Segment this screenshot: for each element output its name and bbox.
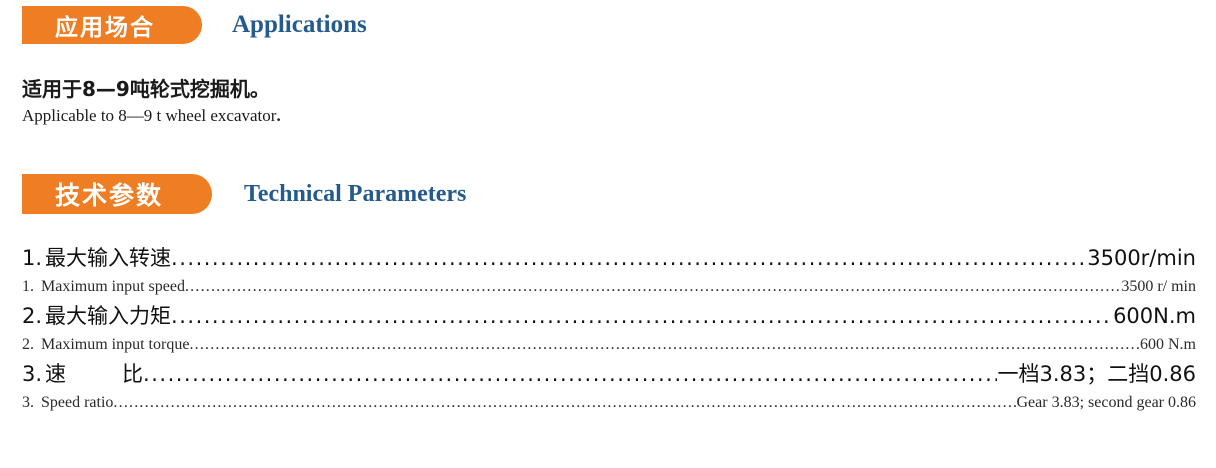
parameter-value-cn: 一档3.83；二挡0.86 [997,362,1196,386]
parameter-number-en: 2. [22,336,34,353]
applications-text-en: Applicable to 8—9 t wheel excavator. [22,104,281,128]
parameter-label-cn: 3. 速 比 [22,359,143,389]
parameter-value-en: 3500 r/ min [1121,278,1196,295]
dot-leader [185,273,1121,301]
parameter-name-en: Maximum input torque [41,336,190,353]
parameter-name-cn-part2: 比 [122,362,144,386]
applications-body: 适用于8—9吨轮式挖掘机。 Applicable to 8—9 t wheel … [22,76,281,128]
parameter-value-cn: 600N.m [1113,304,1196,328]
applications-text-en-period: . [276,106,281,125]
parameter-label-cn: 1. 最大输入转速 [22,243,171,273]
parameter-label-en: 2. Maximum input torque [22,331,189,359]
technical-parameters-title-en: Technical Parameters [244,180,467,207]
parameter-label-cn: 2. 最大输入力矩 [22,301,171,331]
parameter-name-cn: 最大输入转速 [45,246,172,270]
parameter-number-cn: 3. [22,362,43,386]
parameter-name-cn: 最大输入力矩 [45,304,172,328]
parameter-row-cn: 3.速 比 一档3.83；二挡0.86 [22,359,1196,389]
dot-leader [143,359,997,389]
technical-parameters-section-header: 技术参数 Technical Parameters [22,174,466,214]
parameter-name-cn-part1: 速 [45,362,67,386]
parameter-value-en: 600 N.m [1140,336,1196,353]
technical-parameters-badge: 技术参数 [22,174,212,214]
parameter-name-en: Speed ratio [41,394,114,411]
parameter-row-cn: 2.最大输入力矩 600N.m [22,301,1196,331]
parameter-value-en: Gear 3.83; second gear 0.86 [1016,394,1197,411]
parameter-number-en: 1. [22,278,34,295]
applications-text-en-sentence: Applicable to 8—9 t wheel excavator [22,106,277,125]
parameter-number-cn: 1. [22,246,43,270]
parameter-value-cn: 3500r/min [1087,246,1196,270]
dot-leader [189,331,1140,359]
parameter-row-cn: 1.最大输入转速 3500r/min [22,243,1196,273]
applications-title-en: Applications [232,11,367,38]
parameter-row-en: 2. Maximum input torque 600 N.m [22,331,1196,359]
applications-section-header: 应用场合 Applications [22,6,367,44]
parameter-name-en: Maximum input speed [41,278,185,295]
parameter-label-en: 1. Maximum input speed [22,273,185,301]
parameter-row-en: 3. Speed ratio Gear 3.83; second gear 0.… [22,389,1196,417]
applications-text-cn: 适用于8—9吨轮式挖掘机。 [22,77,270,101]
parameter-number-cn: 2. [22,304,43,328]
parameter-row-en: 1. Maximum input speed 3500 r/ min [22,273,1196,301]
parameter-number-en: 3. [22,394,34,411]
dot-leader [113,389,1016,417]
dot-leader [171,301,1113,331]
parameter-label-en: 3. Speed ratio [22,389,113,417]
dot-leader [171,243,1087,273]
technical-parameters-list: 1.最大输入转速 3500r/min 1. Maximum input spee… [22,243,1196,417]
applications-badge: 应用场合 [22,6,202,44]
